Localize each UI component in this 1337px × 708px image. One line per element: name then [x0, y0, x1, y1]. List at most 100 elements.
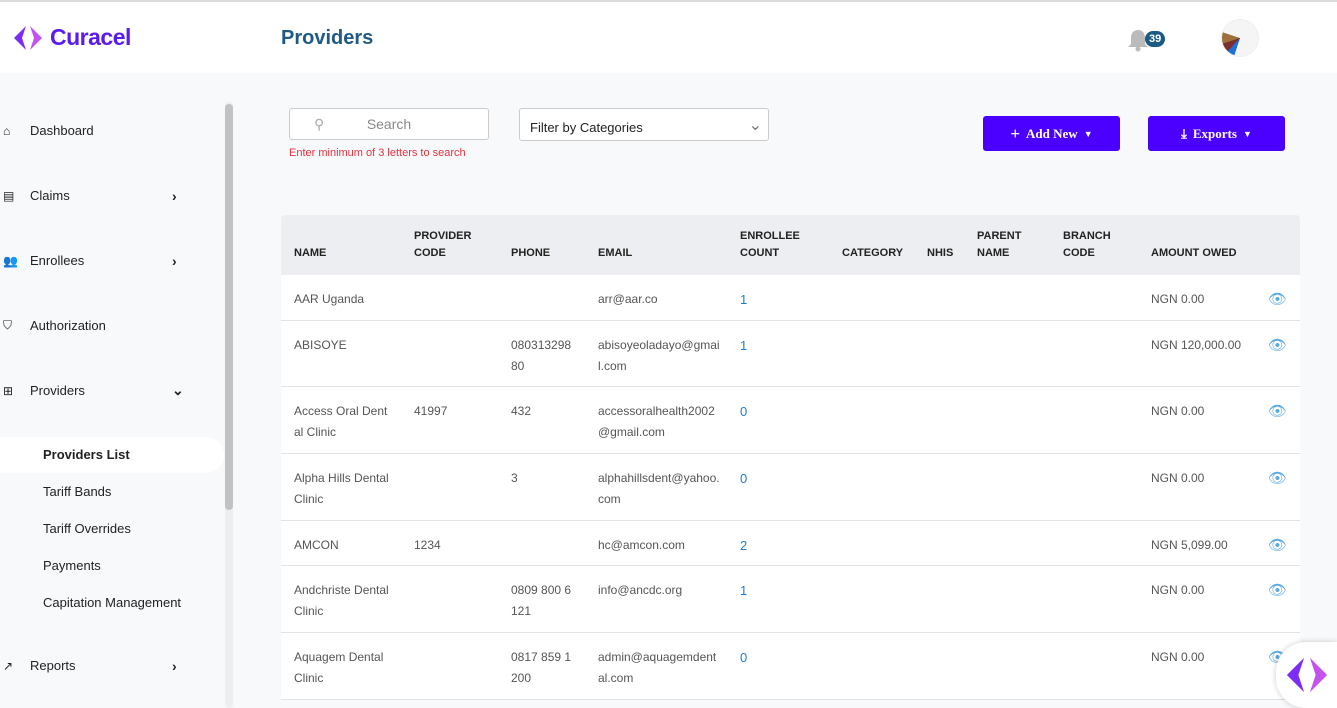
sidebar-sub-tariff-overrides[interactable]: Tariff Overrides: [43, 521, 131, 536]
chevron-right-icon: ›: [172, 187, 177, 204]
filter-label: Filter by Categories: [530, 120, 643, 135]
sidebar-item-dashboard[interactable]: ⌂ Dashboard: [0, 123, 200, 138]
curacel-logo-icon: [14, 25, 42, 50]
cell-provider-name: Alpha Hills Dental Clinic: [294, 471, 389, 506]
table-row: Andchriste Dental Clinic 0809 800 6121 inf…: [281, 566, 1300, 633]
help-widget-button[interactable]: [1276, 642, 1337, 708]
view-eye-icon[interactable]: 👁: [1268, 291, 1288, 308]
col-phone: PHONE: [511, 247, 551, 259]
cell-phone: 0809 800 6121: [511, 583, 572, 618]
add-new-button[interactable]: + Add New ▼: [983, 116, 1120, 151]
sidebar-sub-tariff-bands[interactable]: Tariff Bands: [43, 484, 112, 499]
cell-provider-name: Andchriste Dental Clinic: [294, 583, 389, 618]
view-eye-icon[interactable]: 👁: [1268, 403, 1288, 420]
sidebar-item-reports[interactable]: ↗ Reports ›: [0, 657, 200, 674]
cell-email: info@ancdc.org: [598, 583, 683, 597]
col-name: NAME: [294, 247, 327, 259]
search-hint: Enter minimum of 3 letters to search: [289, 147, 466, 159]
caret-down-icon: ▼: [1242, 128, 1252, 139]
chevron-down-icon: ⌄: [172, 382, 184, 398]
cell-provider-name: AAR Uganda: [294, 292, 365, 306]
sidebar-item-authorization[interactable]: ⛉ Authorization: [0, 318, 200, 333]
sidebar-item-label: Dashboard: [30, 123, 94, 138]
sidebar-item-label: Enrollees: [30, 253, 85, 268]
sidebar-sub-providers-list[interactable]: Providers List: [0, 437, 224, 473]
sidebar-scrollbar[interactable]: [225, 102, 233, 708]
view-eye-icon[interactable]: 👁: [1268, 537, 1288, 554]
sidebar-item-label: Claims: [30, 188, 70, 203]
col-branch-code: BRANCH CODE: [1063, 230, 1111, 259]
sidebar: ⌂ Dashboard ▤ Claims › 👥 Enrollees › ⛉ Authori…: [0, 73, 233, 708]
table-row: Alpha Hills Dental Clinic 3 alphahillsdent…: [281, 454, 1300, 521]
table-row: ABISOYE 08031329880 abisoyeoladayo@gmail.c…: [281, 321, 1300, 387]
chevron-right-icon: ›: [172, 657, 177, 674]
providers-table: NAME PROVIDER CODE PHONE EMAIL ENROLLEE …: [281, 215, 1300, 700]
cell-email: admin@aquagemdental.com: [598, 650, 717, 685]
cell-provider-code: 1234: [414, 538, 441, 552]
cell-provider-name: Aquagem Dental Clinic: [294, 650, 384, 685]
cell-phone: 0817 859 1200: [511, 650, 572, 685]
top-border: [0, 0, 1337, 2]
logo[interactable]: Curacel: [0, 2, 233, 73]
cell-email: hc@amcon.com: [598, 538, 685, 552]
users-icon: 👥: [3, 253, 18, 268]
chevron-down-icon: ⌄: [748, 117, 762, 134]
cell-enrollee-count[interactable]: 1: [740, 292, 748, 307]
cell-amount-owed: NGN 0.00: [1151, 583, 1205, 597]
sidebar-item-claims[interactable]: ▤ Claims ›: [0, 187, 200, 204]
scrollbar-thumb[interactable]: [225, 104, 233, 510]
col-enrollee-count: ENROLLEE COUNT: [740, 230, 800, 259]
cell-enrollee-count[interactable]: 0: [740, 471, 748, 486]
cell-enrollee-count[interactable]: 1: [740, 583, 748, 598]
table-row: AMCON 1234 hc@amcon.com 2 NGN 5,099.00 👁: [281, 521, 1300, 566]
col-parent-name: PARENT NAME: [977, 230, 1022, 259]
cell-provider-name: AMCON: [294, 538, 339, 552]
cell-amount-owed: NGN 0.00: [1151, 292, 1205, 306]
cell-email: alphahillsdent@yahoo.com: [598, 471, 720, 506]
page-title: Providers: [281, 27, 374, 49]
plus-icon: +: [1010, 123, 1021, 143]
trend-icon: ↗: [3, 658, 14, 673]
home-icon: ⌂: [3, 123, 11, 138]
sidebar-sub-payments[interactable]: Payments: [43, 558, 101, 573]
view-eye-icon[interactable]: 👁: [1268, 582, 1288, 599]
sidebar-item-providers[interactable]: ⊞ Providers ⌄: [0, 382, 200, 398]
sidebar-sub-capitation[interactable]: Capitation Management: [43, 595, 182, 610]
search-box: ⚲: [289, 108, 489, 140]
search-icon: ⚲: [314, 116, 325, 132]
curacel-logo-icon: [1286, 657, 1327, 693]
button-label: Add New: [1026, 125, 1078, 141]
view-eye-icon[interactable]: 👁: [1268, 470, 1288, 487]
cell-provider-code: 41997: [414, 404, 448, 418]
col-email: EMAIL: [598, 247, 633, 259]
sidebar-item-label: Authorization: [30, 318, 106, 333]
cell-enrollee-count[interactable]: 2: [740, 538, 748, 553]
bell-icon[interactable]: [1127, 28, 1149, 52]
chevron-right-icon: ›: [172, 252, 177, 269]
clipboard-icon: ▤: [3, 188, 15, 203]
col-category: CATEGORY: [842, 247, 904, 259]
exports-button[interactable]: ⤓ Exports ▼: [1148, 116, 1285, 151]
brand-name: Curacel: [50, 24, 131, 50]
cell-amount-owed: NGN 0.00: [1151, 471, 1205, 485]
cell-phone: 432: [511, 404, 532, 418]
cell-email: arr@aar.co: [598, 292, 658, 306]
view-eye-icon[interactable]: 👁: [1268, 337, 1288, 354]
table-row: Access Oral Dental Clinic 41997 432 accesso…: [281, 387, 1300, 454]
sidebar-item-enrollees[interactable]: 👥 Enrollees ›: [0, 252, 200, 269]
cell-amount-owed: NGN 0.00: [1151, 404, 1205, 418]
sidebar-item-label: Reports: [30, 658, 76, 673]
cell-enrollee-count[interactable]: 0: [740, 404, 748, 419]
category-filter[interactable]: Filter by Categories ⌄: [519, 108, 769, 141]
cell-enrollee-count[interactable]: 1: [740, 338, 748, 353]
search-input[interactable]: [290, 109, 488, 139]
cell-email: abisoyeoladayo@gmail.com: [598, 338, 720, 373]
col-nhis: NHIS: [927, 247, 954, 259]
avatar[interactable]: [1221, 19, 1259, 57]
table-header: NAME PROVIDER CODE PHONE EMAIL ENROLLEE …: [281, 215, 1300, 275]
sidebar-item-label: Providers: [30, 383, 85, 398]
download-icon: ⤓: [1181, 125, 1187, 141]
cell-provider-name: Access Oral Dental Clinic: [294, 404, 388, 439]
header: Providers 39: [233, 2, 1337, 73]
cell-enrollee-count[interactable]: 0: [740, 650, 748, 665]
